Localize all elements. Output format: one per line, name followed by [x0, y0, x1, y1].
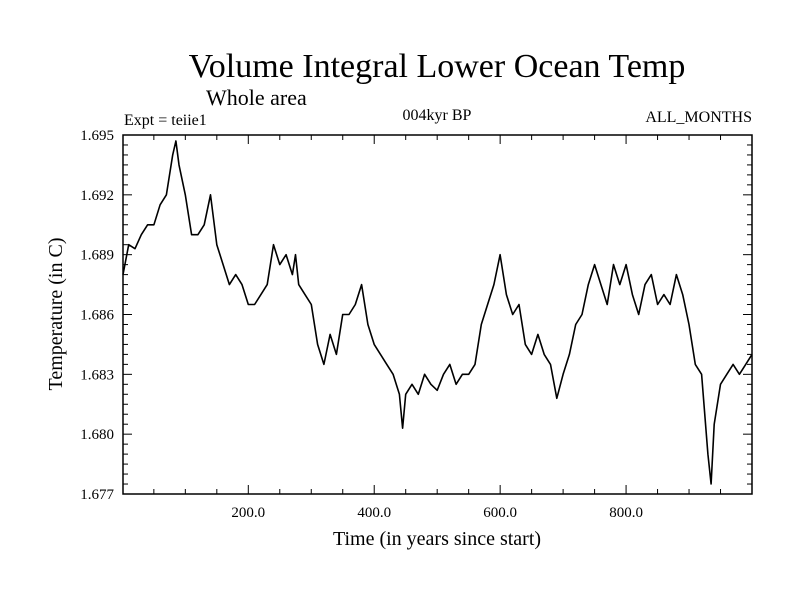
plot-frame — [122, 134, 753, 495]
y-axis-label: Temperature (in C) — [45, 238, 67, 391]
x-tick-label: 800.0 — [609, 505, 643, 521]
y-tick-label: 1.677 — [80, 487, 114, 503]
period-annotation: 004kyr BP — [403, 107, 472, 124]
series-line — [122, 140, 753, 485]
y-axis-ticks: 1.677 1.680 1.683 1.686 1.689 1.692 1.695 — [80, 128, 752, 503]
plot-area: 200.0 400.0 600.0 800.0 1.677 1.680 1.683 1.68… — [80, 128, 753, 521]
y-tick-label: 1.692 — [80, 188, 114, 204]
x-tick-label: 400.0 — [357, 505, 391, 521]
chart-title: Volume Integral Lower Ocean Temp — [189, 48, 686, 85]
months-annotation: ALL_MONTHS — [645, 109, 752, 126]
x-tick-label: 600.0 — [483, 505, 517, 521]
y-tick-label: 1.695 — [80, 128, 114, 144]
y-tick-label: 1.689 — [80, 248, 114, 264]
x-axis-ticks: 200.0 400.0 600.0 800.0 — [153, 135, 722, 521]
x-tick-label: 200.0 — [231, 505, 265, 521]
y-tick-label: 1.686 — [80, 308, 114, 324]
y-tick-label: 1.680 — [80, 427, 114, 443]
x-axis-label: Time (in years since start) — [333, 528, 541, 550]
chart-subtitle: Whole area — [206, 85, 307, 110]
expt-annotation: Expt = teiie1 — [124, 112, 207, 129]
y-tick-label: 1.683 — [80, 367, 114, 383]
